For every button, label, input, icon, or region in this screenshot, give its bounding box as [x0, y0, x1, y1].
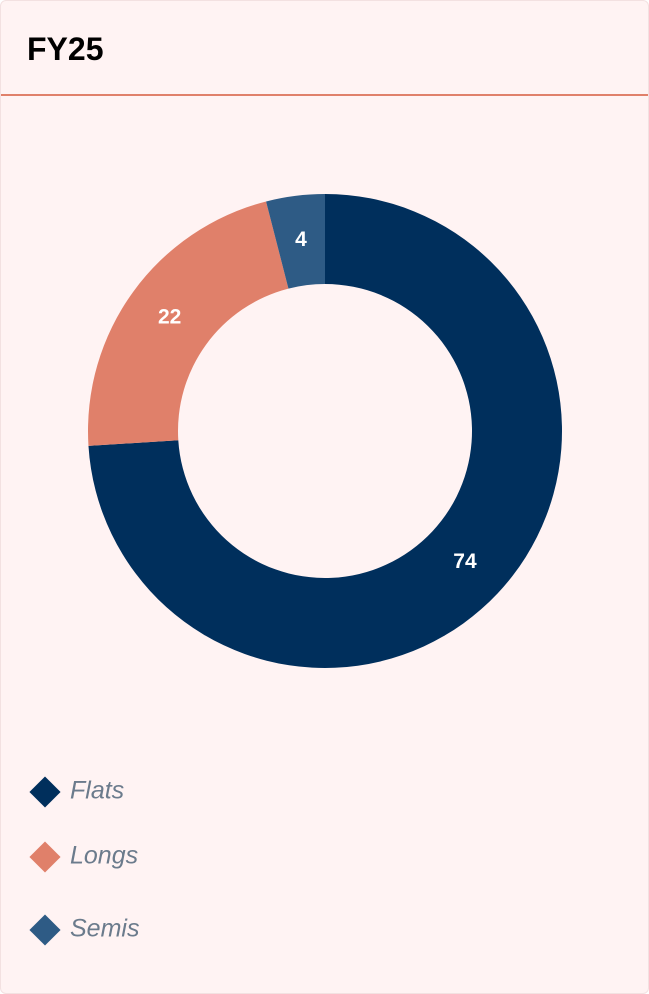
value-label: 22 — [158, 306, 181, 329]
legend-label: Flats — [70, 777, 124, 805]
header: FY25 — [1, 1, 648, 96]
chart-title: FY25 — [27, 31, 104, 67]
donut-segment — [88, 201, 289, 446]
donut-segment — [266, 194, 325, 289]
legend-label: Longs — [70, 842, 138, 870]
legend-marker — [29, 776, 61, 808]
donut-segment — [88, 194, 563, 668]
legend-marker — [29, 841, 61, 873]
value-label: 74 — [453, 550, 477, 573]
value-label: 4 — [295, 228, 307, 251]
legend-label: Semis — [70, 915, 139, 943]
legend-marker — [29, 914, 61, 946]
